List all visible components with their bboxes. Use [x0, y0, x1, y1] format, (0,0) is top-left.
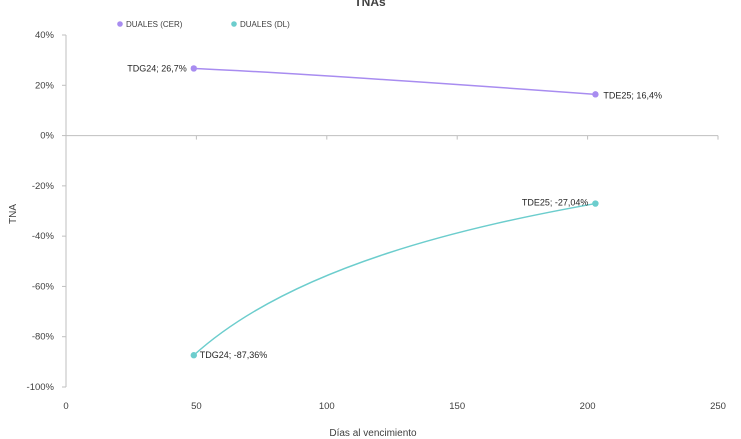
- y-tick-label: -80%: [32, 332, 55, 343]
- x-tick-label: 150: [449, 401, 465, 412]
- series: TDG24; 26,7% TDE25; 16,4% TDG24; -87,36% TD…: [127, 63, 662, 360]
- axes: [65, 35, 718, 387]
- series-line: [193, 202, 596, 356]
- y-tick-label: -100%: [27, 382, 55, 393]
- y-tick-label: -60%: [32, 281, 55, 292]
- y-tick-label: 40%: [35, 30, 55, 41]
- x-tick-label: 200: [580, 401, 596, 412]
- legend-marker: [231, 21, 237, 27]
- data-label: TDE25; 16,4%: [603, 90, 662, 100]
- y-axis-title: TNA: [8, 204, 19, 224]
- data-label: TDE25; -27,04%: [522, 198, 589, 208]
- data-point: [190, 65, 197, 72]
- y-ticks: 40% 20% 0% -20% -40% -60% -80% -100%: [27, 30, 66, 393]
- x-ticks: 0 50 100 150 200 250: [63, 135, 726, 412]
- legend-marker: [117, 21, 123, 27]
- data-point: [592, 91, 599, 98]
- y-tick-label: -40%: [32, 231, 55, 242]
- data-point: [592, 200, 599, 207]
- data-point: [190, 352, 197, 359]
- y-tick-label: 0%: [40, 131, 54, 142]
- data-label: TDG24; -87,36%: [200, 350, 268, 360]
- legend-label: DUALES (CER): [126, 20, 183, 29]
- data-label: TDG24; 26,7%: [127, 63, 187, 73]
- x-tick-label: 50: [191, 401, 202, 412]
- y-tick-label: -20%: [32, 181, 55, 192]
- chart-title: TNAs: [354, 0, 386, 9]
- y-tick-label: 20%: [35, 80, 55, 91]
- legend-label: DUALES (DL): [240, 20, 290, 29]
- x-tick-label: 0: [63, 401, 68, 412]
- legend: DUALES (CER) DUALES (DL): [117, 20, 290, 29]
- x-tick-label: 100: [319, 401, 335, 412]
- x-axis-title: Días al vencimiento: [329, 428, 417, 439]
- x-tick-label: 250: [710, 401, 726, 412]
- series-line: [193, 67, 596, 96]
